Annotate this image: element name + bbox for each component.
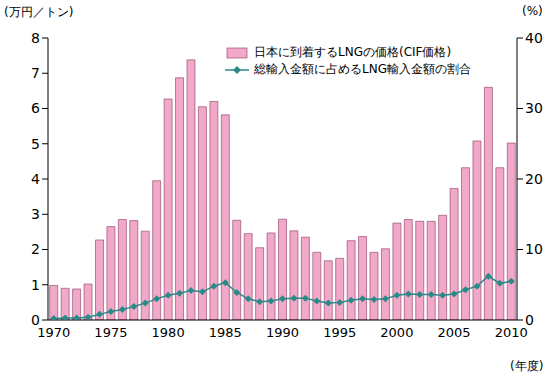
svg-text:0: 0 (31, 312, 40, 328)
svg-text:2010: 2010 (495, 325, 528, 340)
svg-text:1970: 1970 (37, 325, 70, 340)
svg-text:20: 20 (525, 171, 543, 187)
svg-text:1975: 1975 (94, 325, 127, 340)
svg-text:1980: 1980 (152, 325, 185, 340)
svg-text:2: 2 (31, 241, 40, 257)
svg-text:1990: 1990 (266, 325, 299, 340)
svg-text:10: 10 (525, 241, 543, 257)
svg-text:30: 30 (525, 100, 543, 116)
svg-text:2005: 2005 (438, 325, 471, 340)
svg-text:8: 8 (31, 30, 40, 46)
svg-text:40: 40 (525, 30, 543, 46)
svg-text:3: 3 (31, 206, 40, 222)
svg-text:5: 5 (31, 136, 40, 152)
svg-text:1985: 1985 (209, 325, 242, 340)
html-text:総輸入金額に占めるLNG輸入金額の割合: 総輸入金額に占めるLNG輸入金額の割合 (254, 62, 471, 76)
svg-text:0: 0 (525, 312, 534, 328)
svg-text:4: 4 (31, 171, 40, 187)
html-text:日本に到着するLNGの価格(CIF価格): 日本に到着するLNGの価格(CIF価格) (254, 45, 452, 59)
svg-text:2000: 2000 (380, 325, 413, 340)
svg-text:1: 1 (31, 277, 40, 293)
svg-text:7: 7 (31, 65, 40, 81)
svg-text:6: 6 (31, 100, 40, 116)
html-text:(万円／トン): (万円／トン) (4, 5, 74, 19)
svg-text:1995: 1995 (323, 325, 356, 340)
html-text:(年度): (年度) (510, 359, 544, 373)
